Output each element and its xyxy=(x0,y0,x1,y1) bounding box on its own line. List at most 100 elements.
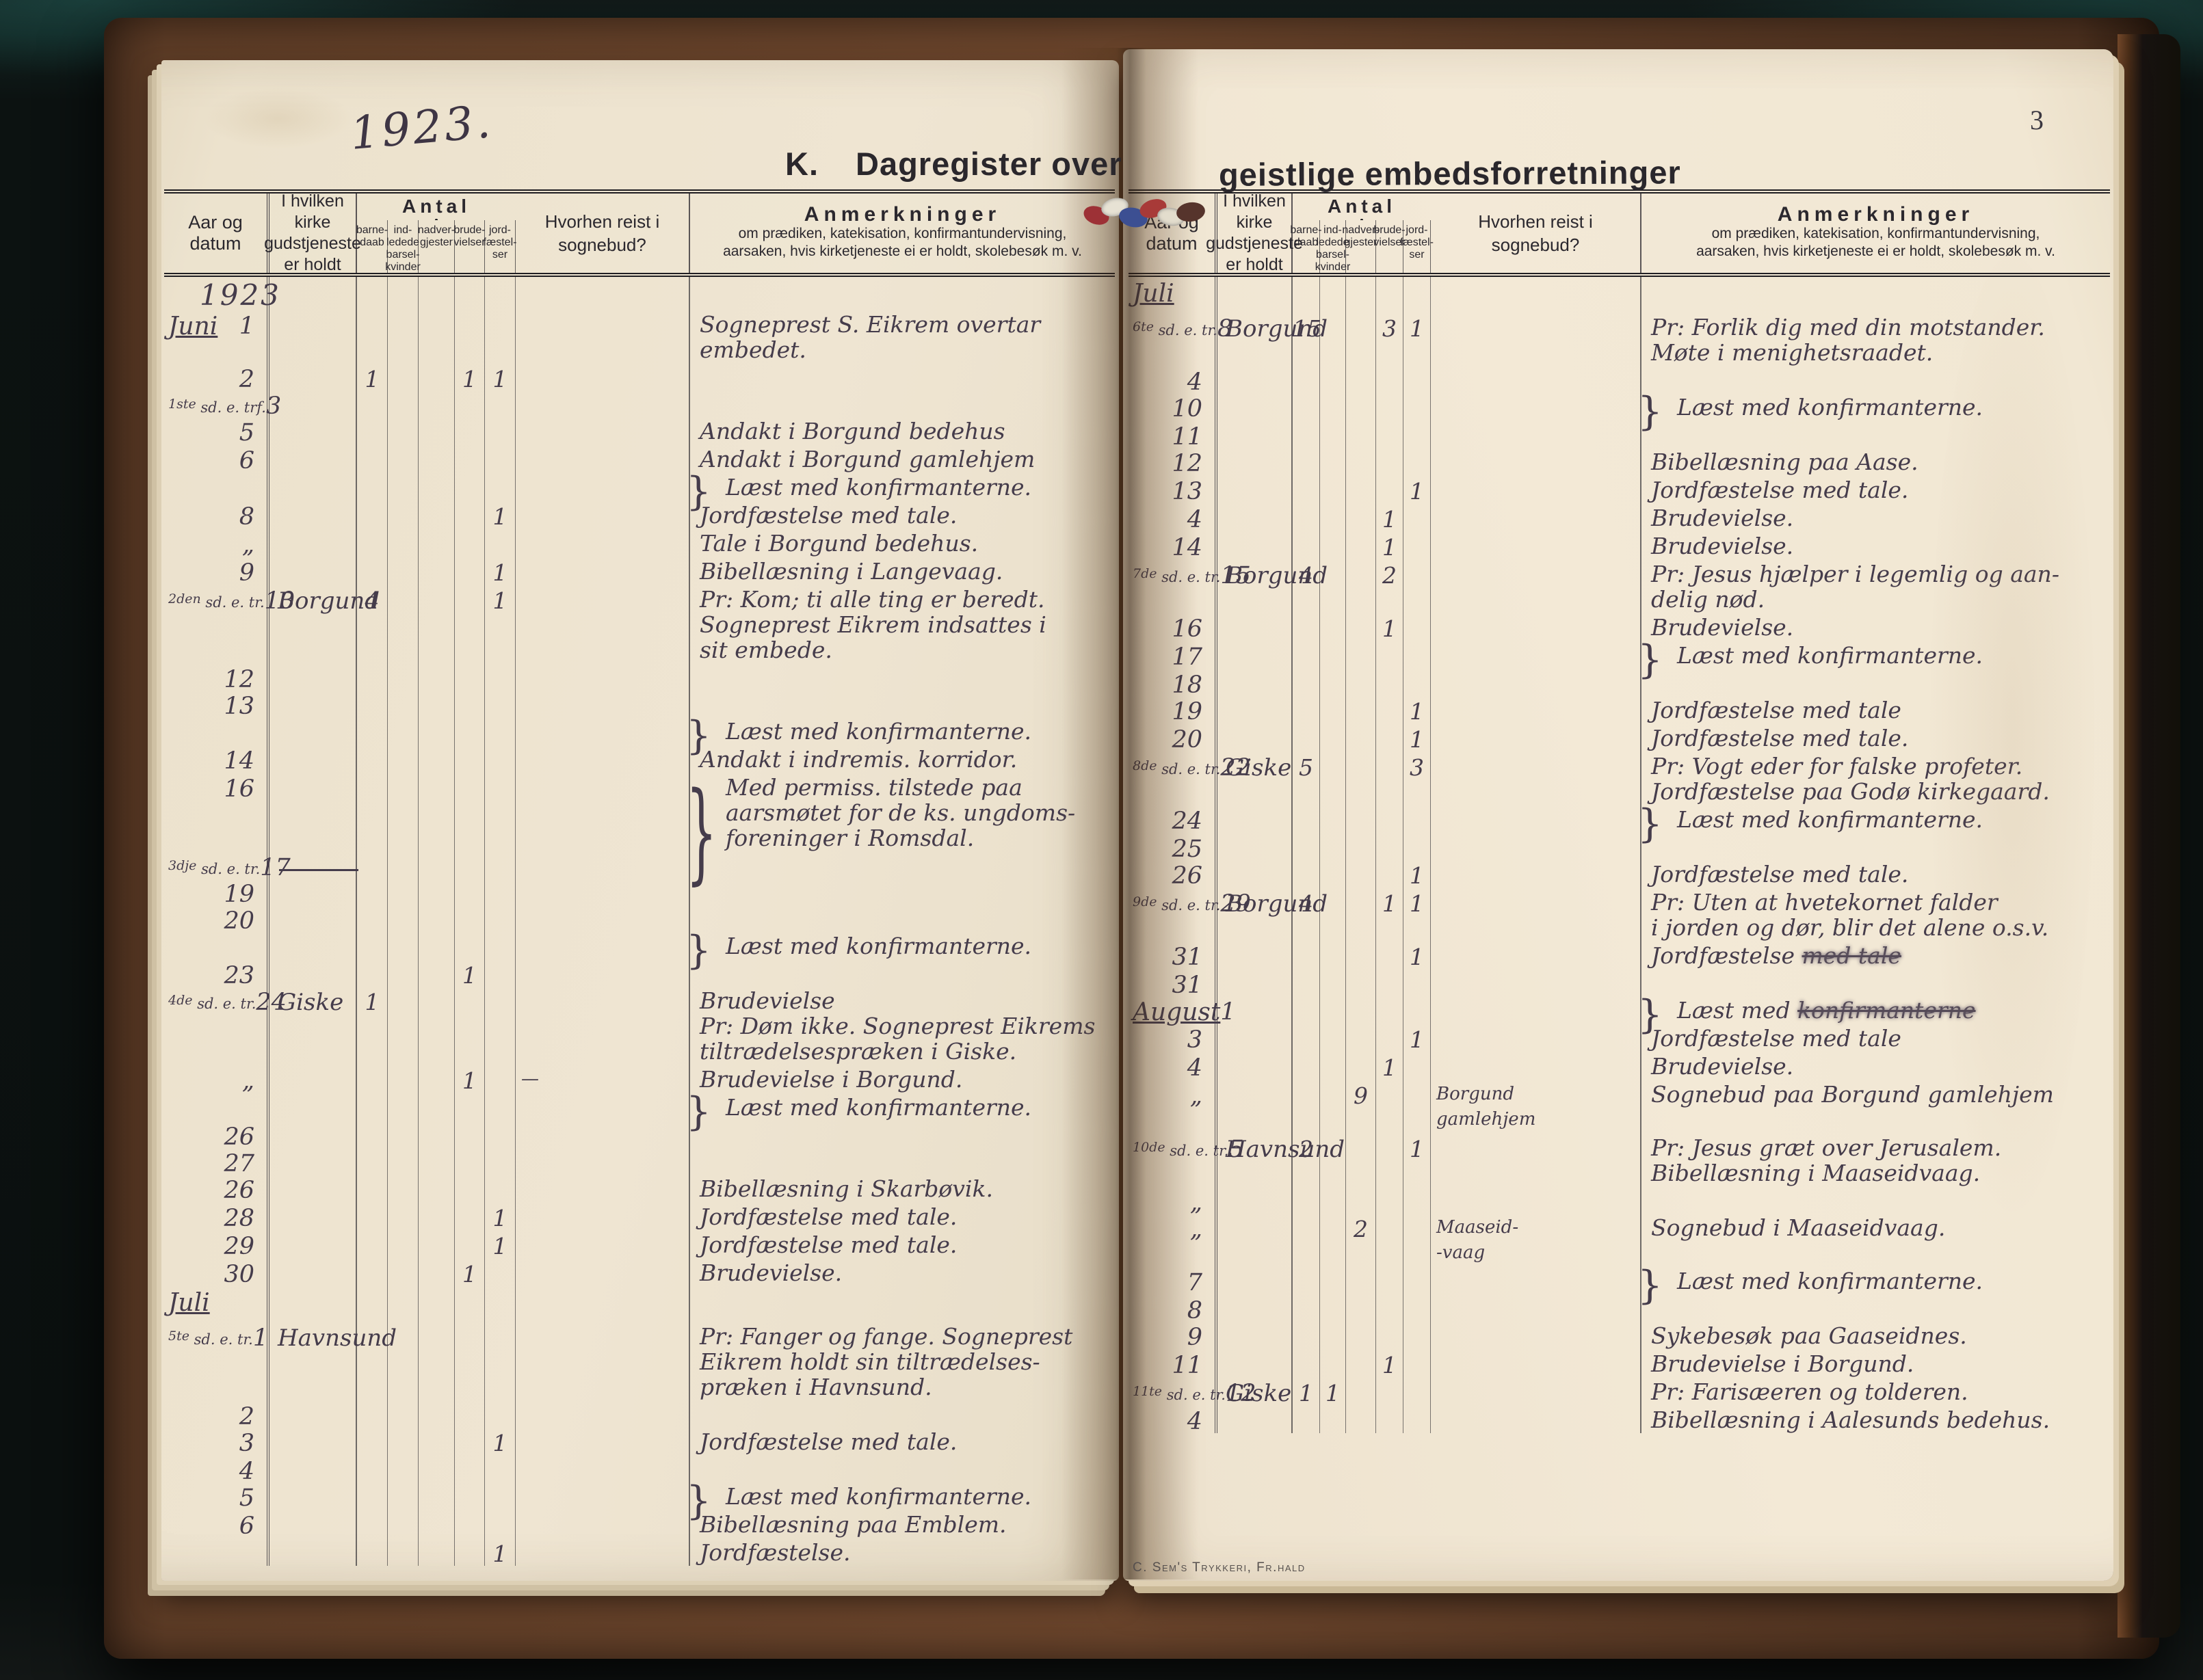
day-number: 25 xyxy=(1172,836,1202,863)
antal-cell-ibk xyxy=(388,1202,419,1230)
antal-cell-ng xyxy=(419,745,455,773)
antal-cell-bd xyxy=(357,1230,388,1258)
anmerkning-line: Med permiss. tilstede paa xyxy=(726,774,1023,801)
antal-cell-bv xyxy=(455,557,485,585)
hvorhen-cell xyxy=(1431,996,1641,1024)
antal-cell-jf xyxy=(485,1147,516,1174)
anmerkning-line: Bibellæsning paa Aase. xyxy=(1651,449,1918,475)
antal-cell-ibk: 1 xyxy=(1320,1377,1346,1406)
day-number: 4 xyxy=(1187,506,1202,533)
antal-cell-bd xyxy=(357,773,388,851)
antal-cell-ng xyxy=(419,501,455,529)
hvorhen-cell xyxy=(516,1258,690,1286)
antal-value: 1 xyxy=(365,366,380,392)
hvorhen-cell: Borgund gamlehjem xyxy=(1431,1080,1641,1133)
antal-value: 1 xyxy=(492,1541,507,1567)
column-header-jordfaestelser: jord-fæstel-ser xyxy=(1400,220,1434,274)
anmerkning-line: Pr: Jesus græt over Jerusalem. xyxy=(1651,1134,2002,1161)
hvorhen-cell xyxy=(1431,805,1641,833)
datum-cell: „ xyxy=(164,529,269,559)
antal-cell-bd xyxy=(1293,613,1320,641)
anmerkning-line: Pr: Jesus hjælper i legemlig og aan- xyxy=(1651,561,2059,587)
antal-subcolumn-line: vielser xyxy=(1373,237,1406,248)
antal-value: 1 xyxy=(1410,478,1424,505)
hvorhen-cell xyxy=(1431,1405,1641,1433)
brace-icon: } xyxy=(1637,991,1663,1037)
datum-cell: 3 xyxy=(1129,1024,1217,1054)
day-number: „ xyxy=(1189,1216,1202,1243)
brace-icon: } xyxy=(686,1089,711,1134)
day-number: 27 xyxy=(224,1150,254,1177)
anmerkning-line: Bibellæsning paa Emblem. xyxy=(700,1511,1007,1538)
church-name: Borgund xyxy=(1226,562,1328,589)
antal-cell-bd xyxy=(357,1510,388,1538)
anmerkning-cell: Brudevielse. xyxy=(1641,503,2110,531)
column-header-church-line: gudstjeneste xyxy=(1206,234,1303,253)
day-number: 8 xyxy=(1187,1297,1202,1324)
anmerkning-cell xyxy=(690,363,1115,390)
church-cell xyxy=(269,1427,357,1455)
antal-cell-bv: 1 xyxy=(455,363,485,392)
hvorhen-cell xyxy=(516,690,690,717)
antal-cell-ng xyxy=(1346,447,1376,475)
church-cell xyxy=(269,1121,357,1147)
antal-cell-ng xyxy=(419,529,455,557)
antal-cell-bd xyxy=(357,905,388,931)
register-row: 3 1 Jordfæstelse med tale. xyxy=(164,1427,1115,1457)
hvorhen-cell xyxy=(516,363,690,390)
anmerkning-cell: } Læst med konfirmanterne. xyxy=(686,712,1115,758)
anmerkning-cell xyxy=(1641,1294,2110,1321)
antal-cell-jf xyxy=(485,663,516,690)
antal-cell-bd xyxy=(1293,475,1320,503)
register-row: } Læst med konfirmanterne. xyxy=(164,1089,1115,1134)
hvorhen-cell xyxy=(516,1230,690,1258)
antal-cell-jf xyxy=(485,878,516,905)
antal-cell-bd xyxy=(357,1093,388,1121)
register-row: „ 1 — Brudevielse i Borgund. xyxy=(164,1065,1115,1095)
antal-cell-bd xyxy=(1293,723,1320,751)
anmerkning-cell: Bibellæsning i Langevaag. xyxy=(690,557,1115,585)
register-row: } Læst med konfirmanterne. xyxy=(164,712,1115,758)
antal-cell-bd xyxy=(1293,1186,1320,1213)
antal-brace-icon xyxy=(1360,219,1363,220)
hvorhen-cell xyxy=(516,1538,690,1566)
antal-cell-ng xyxy=(1346,1349,1376,1377)
hvorhen-cell xyxy=(516,663,690,690)
column-header-barselkvinder: ind-ledede barsel-kvinder xyxy=(1315,220,1350,274)
anmerkning-cell: Andakt i Borgund bedehus xyxy=(690,416,1115,444)
column-header-nadvergjester: nadver-gjester xyxy=(1342,220,1380,274)
hvorhen-cell xyxy=(516,1510,690,1538)
day-number: 11 xyxy=(1172,1352,1202,1379)
anmerkning-cell: Andakt i indremis. korridor. xyxy=(690,745,1115,773)
antal-cell-ibk xyxy=(388,444,419,472)
antal-cell-ng xyxy=(1346,723,1376,751)
antal-cell-ng xyxy=(419,1174,455,1202)
antal-value: 1 xyxy=(1382,506,1397,533)
datum-cell: Juni 1 xyxy=(164,310,269,363)
antal-cell-ibk xyxy=(1320,1024,1346,1052)
day-number: 11 xyxy=(1172,423,1202,451)
column-header-hvorhen: Hvorhen reist i sognebud? xyxy=(1431,194,1641,273)
antal-value: 1 xyxy=(462,366,477,392)
hvorhen-cell xyxy=(516,1400,690,1427)
antal-cell-ibk xyxy=(1320,559,1346,613)
anmerkninger-subtitle-line: om prædiken, katekisation, konfirmantund… xyxy=(1711,226,2040,241)
antal-subcolumn-line: jord- xyxy=(488,224,511,236)
church-name: Giske xyxy=(278,989,344,1016)
day-number: 4 xyxy=(239,1458,254,1485)
datum-cell: 18 xyxy=(1129,669,1217,699)
anmerkning-cell: Jordfæstelse med tale. xyxy=(690,1202,1115,1230)
anmerkning-cell xyxy=(1641,1186,2110,1213)
anmerkning-cell xyxy=(1641,421,2110,447)
antal-cell-jf xyxy=(485,1400,516,1427)
hvorhen-cell xyxy=(516,1322,690,1400)
anmerkning-cell: Pr: Farisæeren og tolderen. xyxy=(1641,1377,2110,1405)
antal-cell-bv xyxy=(1376,277,1403,312)
datum-cell xyxy=(164,931,269,959)
antal-cell-bv xyxy=(455,1400,485,1427)
antal-cell-ibk xyxy=(388,390,419,416)
day-number: 22 xyxy=(1220,754,1251,782)
church-cell xyxy=(269,1482,357,1510)
datum-cell xyxy=(164,1093,269,1121)
